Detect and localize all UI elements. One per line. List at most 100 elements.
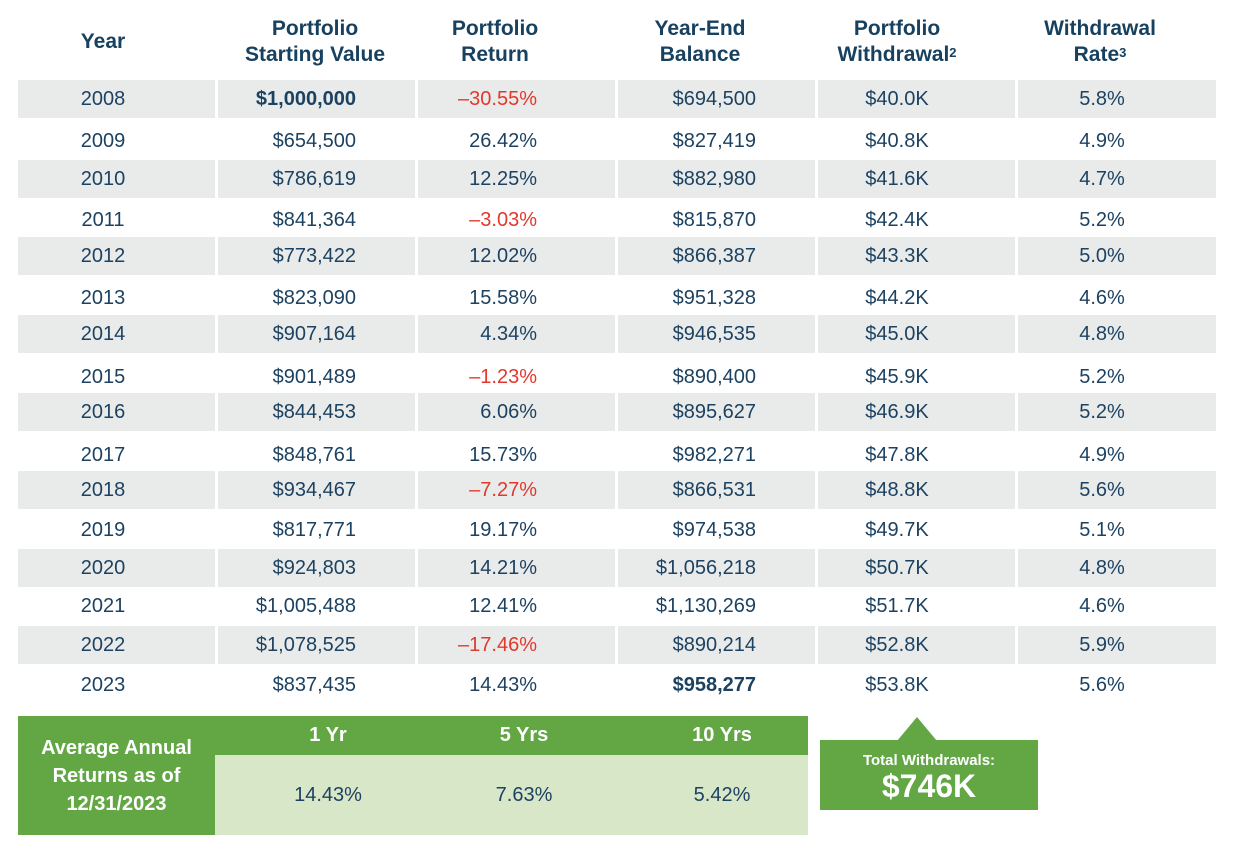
cell-balance: $827,419 bbox=[672, 130, 756, 152]
cell-rate: 5.2% bbox=[1079, 401, 1125, 423]
cell-year: 2021 bbox=[80, 595, 126, 617]
cell-rate: 4.6% bbox=[1079, 595, 1125, 617]
cell-year: 2011 bbox=[81, 209, 125, 231]
cell-year: 2008 bbox=[80, 88, 126, 110]
cell-start: $848,761 bbox=[272, 444, 356, 466]
total-withdrawals-label: Total Withdrawals: bbox=[862, 752, 996, 769]
header-year-text: Year bbox=[80, 30, 126, 53]
column-divider bbox=[815, 626, 818, 664]
header-text: Withdrawal bbox=[837, 43, 950, 66]
column-divider bbox=[415, 160, 418, 198]
header-text: Withdrawal2 bbox=[837, 42, 956, 68]
callout-pointer bbox=[897, 717, 937, 741]
cell-balance: $974,538 bbox=[672, 519, 756, 541]
cell-start: $907,164 bbox=[272, 323, 356, 345]
cell-start: $1,078,525 bbox=[255, 634, 356, 656]
cell-balance: $951,328 bbox=[672, 287, 756, 309]
table-row: 2019 $817,771 19.17% $974,538 $49.7K 5.1% bbox=[18, 511, 1216, 549]
column-divider bbox=[615, 393, 618, 431]
cell-start: $837,435 bbox=[272, 674, 356, 696]
header-text: Rate3 bbox=[1074, 42, 1127, 68]
cell-year: 2023 bbox=[80, 674, 126, 696]
average-returns-values: 14.43% 7.63% 5.42% bbox=[215, 755, 808, 835]
cell-year: 2012 bbox=[80, 245, 126, 267]
cell-withdrawal: $40.8K bbox=[865, 130, 929, 152]
header-text: Portfolio bbox=[853, 17, 941, 40]
cell-start: $844,453 bbox=[272, 401, 356, 423]
cell-balance: $815,870 bbox=[672, 209, 756, 231]
column-divider bbox=[615, 80, 618, 118]
header-starting-value: Portfolio Starting Value bbox=[215, 14, 415, 70]
cell-balance: $694,500 bbox=[672, 88, 756, 110]
average-returns-label: Average Annual Returns as of 12/31/2023 bbox=[41, 736, 192, 815]
table-row: 2012 $773,422 12.02% $866,387 $43.3K 5.0% bbox=[18, 237, 1216, 275]
cell-year: 2013 bbox=[80, 287, 126, 309]
table-row: 2008 $1,000,000 –30.55% $694,500 $40.0K 5.8% bbox=[18, 80, 1216, 118]
cell-withdrawal: $45.9K bbox=[865, 366, 929, 388]
cell-withdrawal: $46.9K bbox=[865, 401, 929, 423]
cell-return: 14.43% bbox=[469, 674, 537, 696]
header-text: Rate bbox=[1073, 43, 1120, 66]
column-divider bbox=[615, 160, 618, 198]
cell-start: $654,500 bbox=[272, 130, 356, 152]
column-divider bbox=[215, 393, 218, 431]
cell-withdrawal: $40.0K bbox=[865, 88, 929, 110]
table-row: 2014 $907,164 4.34% $946,535 $45.0K 4.8% bbox=[18, 315, 1216, 353]
cell-rate: 4.9% bbox=[1079, 444, 1125, 466]
column-divider bbox=[215, 549, 218, 587]
cell-balance: $890,214 bbox=[672, 634, 756, 656]
table-row: 2016 $844,453 6.06% $895,627 $46.9K 5.2% bbox=[18, 393, 1216, 431]
header-balance: Year-End Balance bbox=[600, 14, 800, 70]
column-divider bbox=[415, 315, 418, 353]
cell-start: $924,803 bbox=[272, 557, 356, 579]
cell-balance: $958,277 bbox=[672, 674, 756, 696]
cell-year: 2016 bbox=[80, 401, 126, 423]
cell-withdrawal: $48.8K bbox=[865, 479, 929, 501]
cell-withdrawal: $51.7K bbox=[865, 595, 929, 617]
cell-year: 2020 bbox=[80, 557, 126, 579]
column-divider bbox=[1015, 471, 1018, 509]
footnote-marker: 2 bbox=[949, 45, 957, 60]
column-divider bbox=[1015, 160, 1018, 198]
column-divider bbox=[1015, 393, 1018, 431]
table-row: 2015 $901,489 –1.23% $890,400 $45.9K 5.2% bbox=[18, 358, 1216, 396]
column-divider bbox=[215, 471, 218, 509]
cell-start: $823,090 bbox=[272, 287, 356, 309]
cell-withdrawal: $41.6K bbox=[865, 168, 929, 190]
cell-return: –30.55% bbox=[458, 88, 537, 110]
cell-return: –7.27% bbox=[469, 479, 537, 501]
cell-balance: $890,400 bbox=[672, 366, 756, 388]
cell-rate: 5.8% bbox=[1079, 88, 1125, 110]
return-10yrs: 5.42% bbox=[693, 784, 751, 806]
column-divider bbox=[215, 237, 218, 275]
cell-rate: 5.6% bbox=[1079, 479, 1125, 501]
cell-year: 2018 bbox=[80, 479, 126, 501]
cell-return: –17.46% bbox=[458, 634, 537, 656]
header-year: Year bbox=[53, 14, 153, 70]
header-withdrawal: Portfolio Withdrawal2 bbox=[797, 14, 997, 70]
period-10yrs: 10 Yrs bbox=[692, 724, 752, 746]
cell-return: 15.73% bbox=[469, 444, 537, 466]
table-row: 2013 $823,090 15.58% $951,328 $44.2K 4.6% bbox=[18, 279, 1216, 317]
cell-start: $1,000,000 bbox=[255, 88, 356, 110]
column-divider bbox=[215, 80, 218, 118]
table-row: 2017 $848,761 15.73% $982,271 $47.8K 4.9% bbox=[18, 436, 1216, 474]
cell-start: $934,467 bbox=[272, 479, 356, 501]
header-text: Return bbox=[461, 43, 529, 66]
cell-start: $841,364 bbox=[272, 209, 356, 231]
header-text: Balance bbox=[659, 43, 741, 66]
cell-year: 2014 bbox=[80, 323, 126, 345]
column-divider bbox=[815, 237, 818, 275]
column-divider bbox=[1015, 549, 1018, 587]
column-divider bbox=[815, 160, 818, 198]
table-row: 2022 $1,078,525 –17.46% $890,214 $52.8K 5.9% bbox=[18, 626, 1216, 664]
cell-rate: 4.6% bbox=[1079, 287, 1125, 309]
cell-return: 4.34% bbox=[480, 323, 537, 345]
column-divider bbox=[215, 315, 218, 353]
period-1yr: 1 Yr bbox=[309, 724, 347, 746]
column-divider bbox=[815, 393, 818, 431]
return-1yr: 14.43% bbox=[294, 784, 362, 806]
cell-return: 14.21% bbox=[469, 557, 537, 579]
column-divider bbox=[415, 393, 418, 431]
cell-withdrawal: $47.8K bbox=[865, 444, 929, 466]
